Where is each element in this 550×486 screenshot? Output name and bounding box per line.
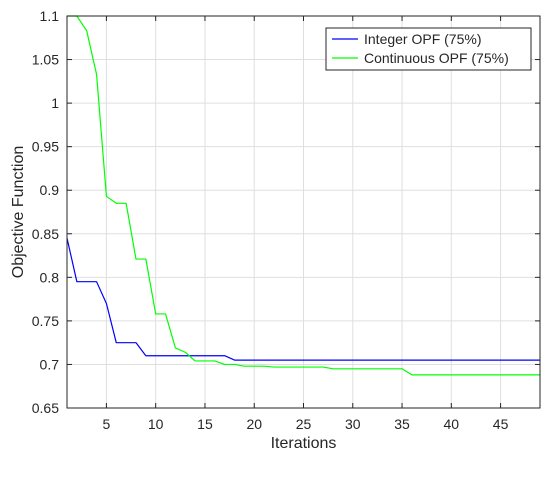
y-tick-label: 1 (51, 95, 59, 111)
legend-box (325, 27, 532, 71)
legend-label-2: Continuous OPF (75%) (364, 50, 509, 66)
series-line-1 (66, 237, 540, 361)
x-tick-label: 10 (148, 416, 164, 432)
x-tick-label: 45 (493, 416, 509, 432)
y-tick-label: 1.1 (40, 8, 60, 24)
x-tick-label: 15 (197, 416, 213, 432)
y-tick-label: 0.65 (32, 400, 59, 416)
x-tick-label: 30 (345, 416, 361, 432)
y-tick-label: 1.05 (32, 52, 59, 68)
x-tick-label: 35 (394, 416, 410, 432)
y-tick-label: 0.9 (40, 182, 60, 198)
y-tick-label: 0.95 (32, 139, 59, 155)
y-tick-label: 0.7 (40, 356, 60, 372)
x-tick-label: 40 (444, 416, 460, 432)
legend: Integer OPF (75%) Continuous OPF (75%) (325, 27, 532, 71)
legend-label-1: Integer OPF (75%) (364, 31, 482, 47)
series-lines (66, 15, 540, 376)
y-tick-label: 0.75 (32, 313, 59, 329)
y-axis-label: Objective Function (10, 146, 27, 279)
y-tick-label: 0.85 (32, 226, 59, 242)
x-axis-label: Iterations (271, 435, 337, 452)
y-tick-label: 0.8 (40, 269, 60, 285)
x-tick-label: 25 (296, 416, 312, 432)
series-line-2 (67, 15, 540, 376)
x-tick-label: 5 (103, 416, 111, 432)
axis-ticks: 5 10 15 20 25 30 35 40 45 0.65 0.7 0.75 0.8 0.85 0.9 0.… (32, 8, 540, 432)
x-tick-label: 20 (246, 416, 262, 432)
